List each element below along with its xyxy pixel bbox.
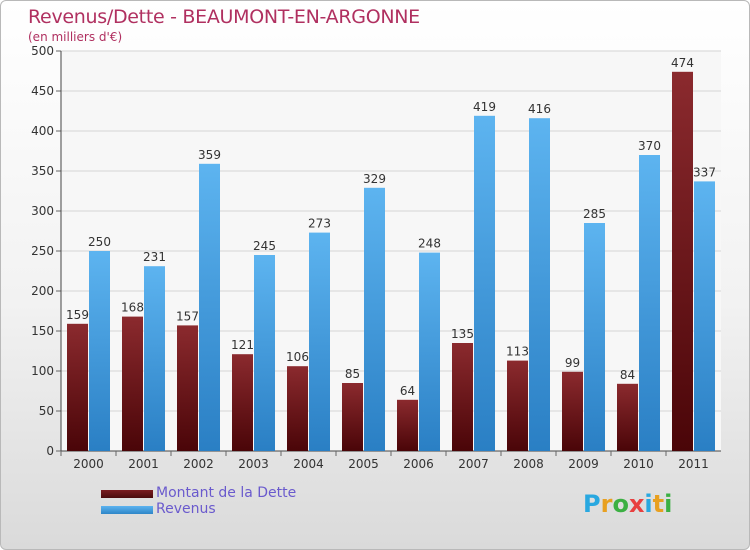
x-tick-label: 2011 [678, 457, 709, 471]
data-label-dette: 106 [286, 350, 309, 364]
y-tick-label: 450 [31, 84, 54, 98]
bar-dette [507, 360, 528, 451]
y-tick-label: 100 [31, 364, 54, 378]
x-tick-label: 2006 [403, 457, 434, 471]
bar-revenus [364, 187, 385, 452]
chart-title: Revenus/Dette - BEAUMONT-EN-ARGONNE [28, 6, 420, 28]
bar-revenus [639, 155, 660, 451]
bar-dette [67, 323, 88, 451]
data-label-dette: 157 [176, 309, 199, 323]
x-tick-label: 2010 [623, 457, 654, 471]
chart-subtitle: (en milliers d'€) [28, 30, 123, 44]
data-label-revenus: 359 [198, 148, 221, 162]
data-label-revenus: 416 [528, 102, 551, 116]
y-tick-label: 0 [46, 444, 54, 458]
data-label-revenus: 329 [363, 172, 386, 186]
data-label-revenus: 285 [583, 207, 606, 221]
data-label-dette: 64 [400, 384, 415, 398]
bar-dette [177, 325, 198, 451]
logo-letter: i [664, 490, 673, 518]
data-label-revenus: 250 [88, 235, 111, 249]
x-tick-label: 2001 [128, 457, 159, 471]
x-tick-label: 2004 [293, 457, 324, 471]
y-tick-label: 50 [39, 404, 54, 418]
bar-revenus [529, 118, 550, 451]
data-label-dette: 135 [451, 327, 474, 341]
y-tick-label: 150 [31, 324, 54, 338]
data-label-revenus: 248 [418, 237, 441, 251]
x-tick-label: 2003 [238, 457, 269, 471]
bar-dette [562, 371, 583, 451]
y-tick-label: 350 [31, 164, 54, 178]
bar-revenus [584, 223, 605, 451]
logo-letter: P [583, 490, 601, 518]
y-tick-label: 300 [31, 204, 54, 218]
data-label-revenus: 337 [693, 165, 716, 179]
bar-dette [122, 316, 143, 451]
bar-revenus [474, 115, 495, 452]
bar-revenus [89, 251, 110, 451]
data-label-dette: 85 [345, 367, 360, 381]
bar-dette [342, 383, 363, 451]
bar-dette [672, 71, 693, 452]
legend-swatch-revenus [101, 506, 153, 514]
x-tick-label: 2009 [568, 457, 599, 471]
data-label-dette: 99 [565, 356, 580, 370]
data-label-revenus: 273 [308, 217, 331, 231]
x-tick-label: 2008 [513, 457, 544, 471]
logo-letter: t [652, 490, 665, 518]
data-label-dette: 121 [231, 338, 254, 352]
proxiti-logo: Proxiti [583, 490, 672, 518]
bar-revenus [144, 266, 165, 451]
x-tick-label: 2002 [183, 457, 214, 471]
y-tick-label: 200 [31, 284, 54, 298]
data-label-revenus: 419 [473, 100, 496, 114]
bar-revenus [694, 181, 715, 451]
x-tick-label: 2007 [458, 457, 489, 471]
data-label-revenus: 231 [143, 250, 166, 264]
bar-revenus [254, 255, 275, 451]
y-tick-label: 400 [31, 124, 54, 138]
x-tick-label: 2000 [73, 457, 104, 471]
y-tick-label: 500 [31, 44, 54, 58]
bar-dette [397, 399, 418, 451]
data-label-dette: 168 [121, 301, 144, 315]
bar-dette [232, 354, 253, 451]
data-label-revenus: 245 [253, 239, 276, 253]
bar-dette [452, 343, 473, 451]
bar-revenus [309, 232, 330, 451]
data-label-revenus: 370 [638, 139, 661, 153]
bar-revenus [419, 252, 440, 451]
x-tick-label: 2005 [348, 457, 379, 471]
logo-letter: x [628, 490, 645, 518]
logo-letter: r [600, 490, 613, 518]
legend-label-dette: Montant de la Dette [156, 485, 297, 501]
logo-letter: o [612, 490, 629, 518]
data-label-dette: 159 [66, 308, 89, 322]
bar-dette [287, 366, 308, 451]
bar-dette [617, 383, 638, 451]
legend-label-revenus: Revenus [156, 501, 216, 517]
bar-revenus [199, 163, 220, 452]
data-label-dette: 474 [671, 56, 694, 70]
data-label-dette: 113 [506, 345, 529, 359]
y-tick-label: 250 [31, 244, 54, 258]
legend-swatch-dette [101, 490, 153, 498]
logo-letter: i [644, 490, 653, 518]
data-label-dette: 84 [620, 368, 635, 382]
